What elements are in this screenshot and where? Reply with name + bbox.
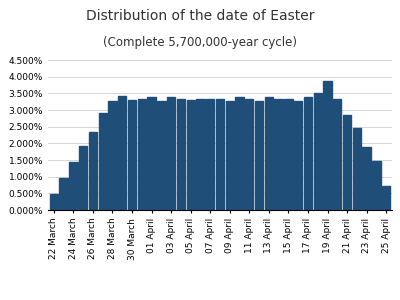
Bar [294,101,302,210]
Bar [89,132,97,210]
Bar [265,97,273,210]
Bar [157,101,166,210]
Bar [108,101,117,210]
Bar [177,99,185,210]
Bar [60,178,68,210]
Bar [343,115,351,210]
Bar [79,146,87,210]
Bar [98,113,107,210]
Bar [284,99,292,210]
Bar [50,194,58,210]
Text: (Complete 5,700,000-year cycle): (Complete 5,700,000-year cycle) [103,36,297,49]
Bar [362,147,371,210]
Bar [314,93,322,210]
Bar [323,81,332,210]
Bar [196,99,205,210]
Bar [333,99,342,210]
Bar [274,99,283,210]
Bar [216,99,224,210]
Bar [118,96,126,210]
Bar [235,97,244,210]
Bar [138,99,146,210]
Bar [382,186,390,210]
Bar [128,100,136,210]
Bar [226,101,234,210]
Bar [148,97,156,210]
Bar [167,97,175,210]
Bar [186,100,195,210]
Bar [372,161,380,210]
Bar [353,128,361,210]
Bar [255,101,263,210]
Bar [245,99,254,210]
Bar [69,162,78,210]
Bar [206,99,214,210]
Text: Distribution of the date of Easter: Distribution of the date of Easter [86,9,314,23]
Bar [304,97,312,210]
